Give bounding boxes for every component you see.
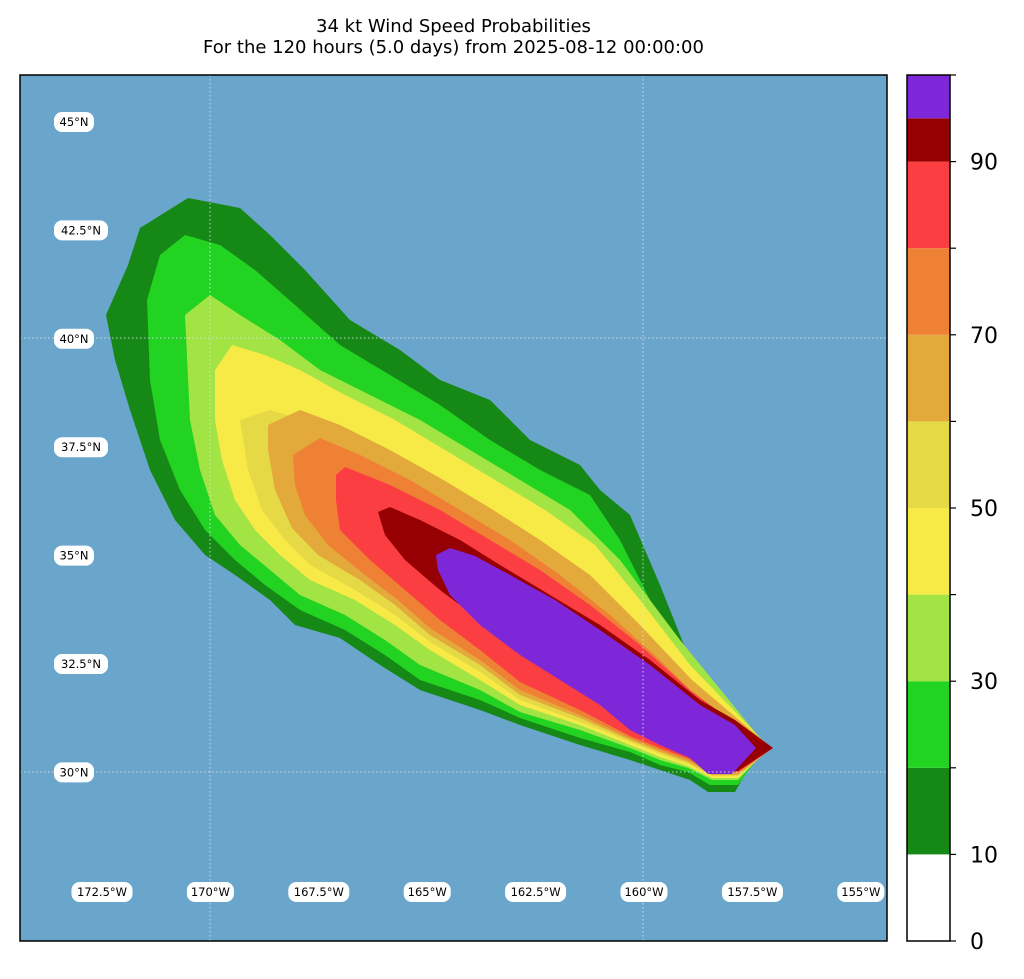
lon-label: 160°W xyxy=(620,882,668,902)
colorbar-tick-label: 10 xyxy=(970,843,998,868)
lon-label: 167.5°W xyxy=(288,882,350,902)
lon-label: 155°W xyxy=(837,882,885,902)
lat-label: 30°N xyxy=(54,762,94,783)
svg-text:37.5°N: 37.5°N xyxy=(61,440,101,454)
colorbar-tick-label: 50 xyxy=(970,497,998,522)
colorbar-bin xyxy=(907,334,950,422)
lat-label: 32.5°N xyxy=(54,654,108,674)
lat-label: 35°N xyxy=(54,545,94,566)
colorbar-bin xyxy=(907,421,950,508)
svg-text:167.5°W: 167.5°W xyxy=(294,885,344,899)
colorbar-bin xyxy=(907,508,950,595)
svg-text:32.5°N: 32.5°N xyxy=(61,657,101,671)
title-line-2: For the 120 hours (5.0 days) from 2025-0… xyxy=(203,37,704,58)
longitude-labels: 172.5°W 170°W 167.5°W 165°W 162.5°W 160°W 157.… xyxy=(71,882,885,902)
colorbar-tick-label: 70 xyxy=(970,324,998,349)
map-frame xyxy=(19,74,888,942)
lon-label: 165°W xyxy=(403,882,451,902)
svg-text:40°N: 40°N xyxy=(60,332,89,346)
latitude-labels: 45°N 42.5°N 40°N 37.5°N 35°N 32.5°N 30°N xyxy=(54,112,108,783)
colorbar-bin xyxy=(907,248,950,335)
title-line-1: 34 kt Wind Speed Probabilities xyxy=(316,16,591,37)
lat-label: 42.5°N xyxy=(54,220,108,241)
lat-label: 45°N xyxy=(54,112,94,132)
svg-text:172.5°W: 172.5°W xyxy=(77,885,127,899)
colorbar: 0 10 30 50 70 90 xyxy=(906,74,998,955)
svg-text:162.5°W: 162.5°W xyxy=(511,885,561,899)
colorbar-bin xyxy=(907,161,950,249)
colorbar-bin xyxy=(907,854,950,941)
lon-label: 172.5°W xyxy=(71,882,133,902)
colorbar-bin xyxy=(907,681,950,768)
svg-text:35°N: 35°N xyxy=(60,549,89,563)
colorbar-tick-label: 90 xyxy=(970,151,998,176)
band-95-100 xyxy=(436,548,756,774)
svg-text:170°W: 170°W xyxy=(191,885,230,899)
svg-text:45°N: 45°N xyxy=(60,115,89,129)
lat-label: 37.5°N xyxy=(54,437,108,458)
graticule xyxy=(20,75,887,941)
svg-text:157.5°W: 157.5°W xyxy=(727,885,777,899)
lon-label: 162.5°W xyxy=(505,882,567,902)
svg-text:165°W: 165°W xyxy=(408,885,447,899)
lon-label: 170°W xyxy=(186,882,234,902)
colorbar-bin xyxy=(907,75,950,119)
svg-text:160°W: 160°W xyxy=(624,885,663,899)
lon-label: 157.5°W xyxy=(721,882,783,902)
lat-label: 40°N xyxy=(54,328,94,349)
colorbar-tick-label: 30 xyxy=(970,670,998,695)
colorbar-bin xyxy=(907,594,950,682)
colorbar-bin xyxy=(907,118,950,162)
colorbar-bin xyxy=(907,767,950,855)
svg-text:42.5°N: 42.5°N xyxy=(61,223,101,237)
svg-text:155°W: 155°W xyxy=(841,885,880,899)
svg-text:30°N: 30°N xyxy=(60,765,89,779)
chart-title: 34 kt Wind Speed Probabilities For the 1… xyxy=(20,16,887,58)
colorbar-tick-label: 0 xyxy=(970,930,984,955)
